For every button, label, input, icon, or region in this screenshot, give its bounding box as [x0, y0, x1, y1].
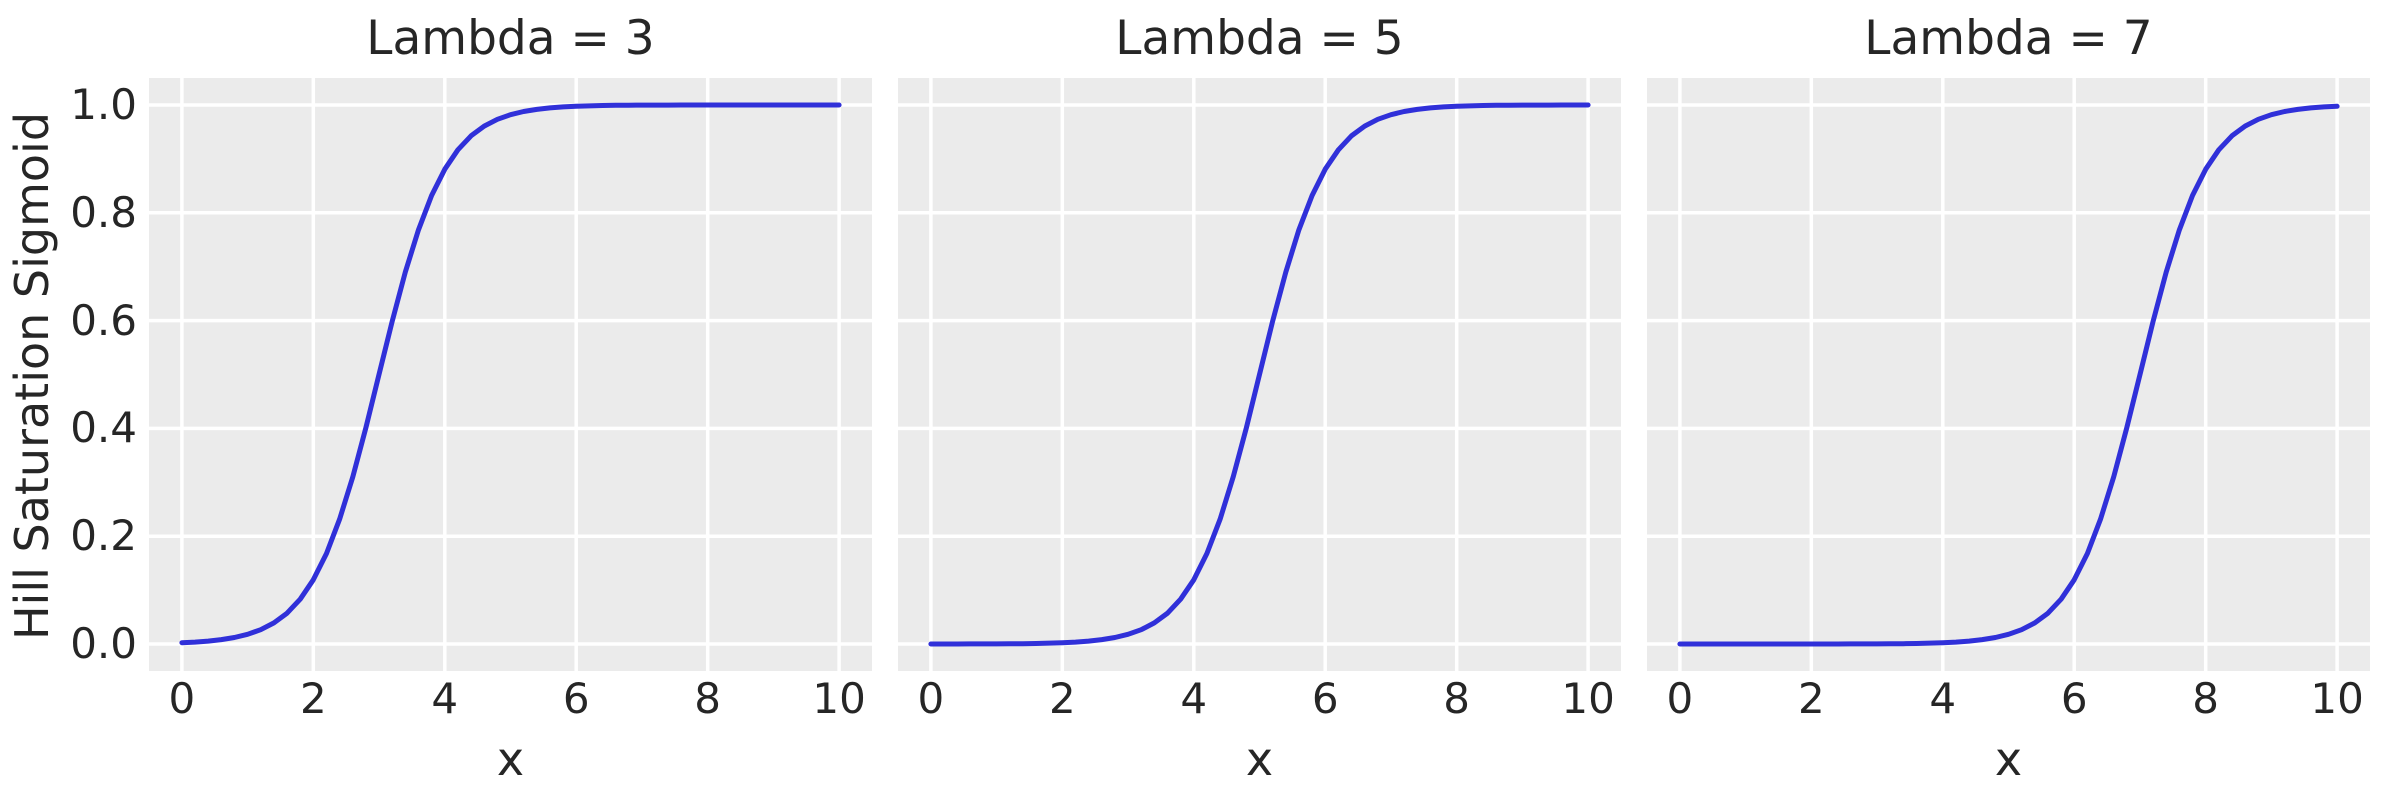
x-axis-label: x [1994, 732, 2023, 786]
y-tick-label: 0.4 [70, 403, 137, 453]
x-tick-label: 10 [2310, 674, 2364, 723]
x-tick-label: 2 [1797, 674, 1825, 723]
x-tick-label: 8 [2192, 674, 2220, 723]
x-tick-label: 10 [812, 674, 866, 723]
x-tick-label: 8 [1443, 674, 1471, 723]
x-tick-label: 0 [917, 674, 945, 723]
y-tick-label: 0.0 [70, 619, 137, 669]
x-tick-label: 6 [562, 674, 590, 723]
y-axis-label: Hill Saturation Sigmoid [5, 111, 59, 641]
x-tick-label: 8 [694, 674, 722, 723]
sigmoid-curve-lambda-3 [179, 102, 842, 646]
subplot-title: Lambda = 7 [1864, 11, 2153, 66]
x-tick-label: 6 [2060, 674, 2088, 723]
x-tick-label: 2 [299, 674, 327, 723]
y-tick-label: 0.6 [70, 295, 137, 345]
gridlines [898, 78, 1621, 671]
gridlines [1647, 78, 2370, 671]
gridlines [149, 78, 872, 671]
x-axis-label: x [1245, 732, 1274, 786]
x-tick-label: 2 [1048, 674, 1076, 723]
x-tick-label: 4 [431, 674, 459, 723]
x-tick-label: 0 [1666, 674, 1694, 723]
x-tick-label: 6 [1311, 674, 1339, 723]
axes-background [149, 78, 872, 671]
x-tick-label: 4 [1180, 674, 1208, 723]
axes-background [1647, 78, 2370, 671]
plot-area [1647, 78, 2370, 671]
y-tick-label: 0.8 [70, 187, 137, 237]
sigmoid-curve-lambda-7 [1677, 103, 2340, 647]
subplot-title: Lambda = 3 [366, 11, 655, 66]
x-tick-label: 4 [1929, 674, 1957, 723]
subplot-lambda-3: Lambda = 3 1.0 0.8 0.6 0.4 0.2 0.0 0 2 4… [70, 14, 872, 783]
x-axis-label: x [496, 732, 525, 786]
plot-area [898, 78, 1621, 671]
plot-area [149, 78, 872, 671]
sigmoid-curve-lambda-5 [928, 102, 1591, 647]
y-tick-label: 1.0 [70, 79, 137, 129]
subplot-lambda-7: Lambda = 7 0 2 4 6 8 10 x [1647, 14, 2370, 783]
subplot-lambda-5: Lambda = 5 0 2 4 6 8 10 x [898, 14, 1621, 783]
subplot-title: Lambda = 5 [1115, 11, 1404, 66]
x-tick-label: 10 [1561, 674, 1615, 723]
x-tick-label: 0 [168, 674, 196, 723]
y-tick-label: 0.2 [70, 511, 137, 561]
